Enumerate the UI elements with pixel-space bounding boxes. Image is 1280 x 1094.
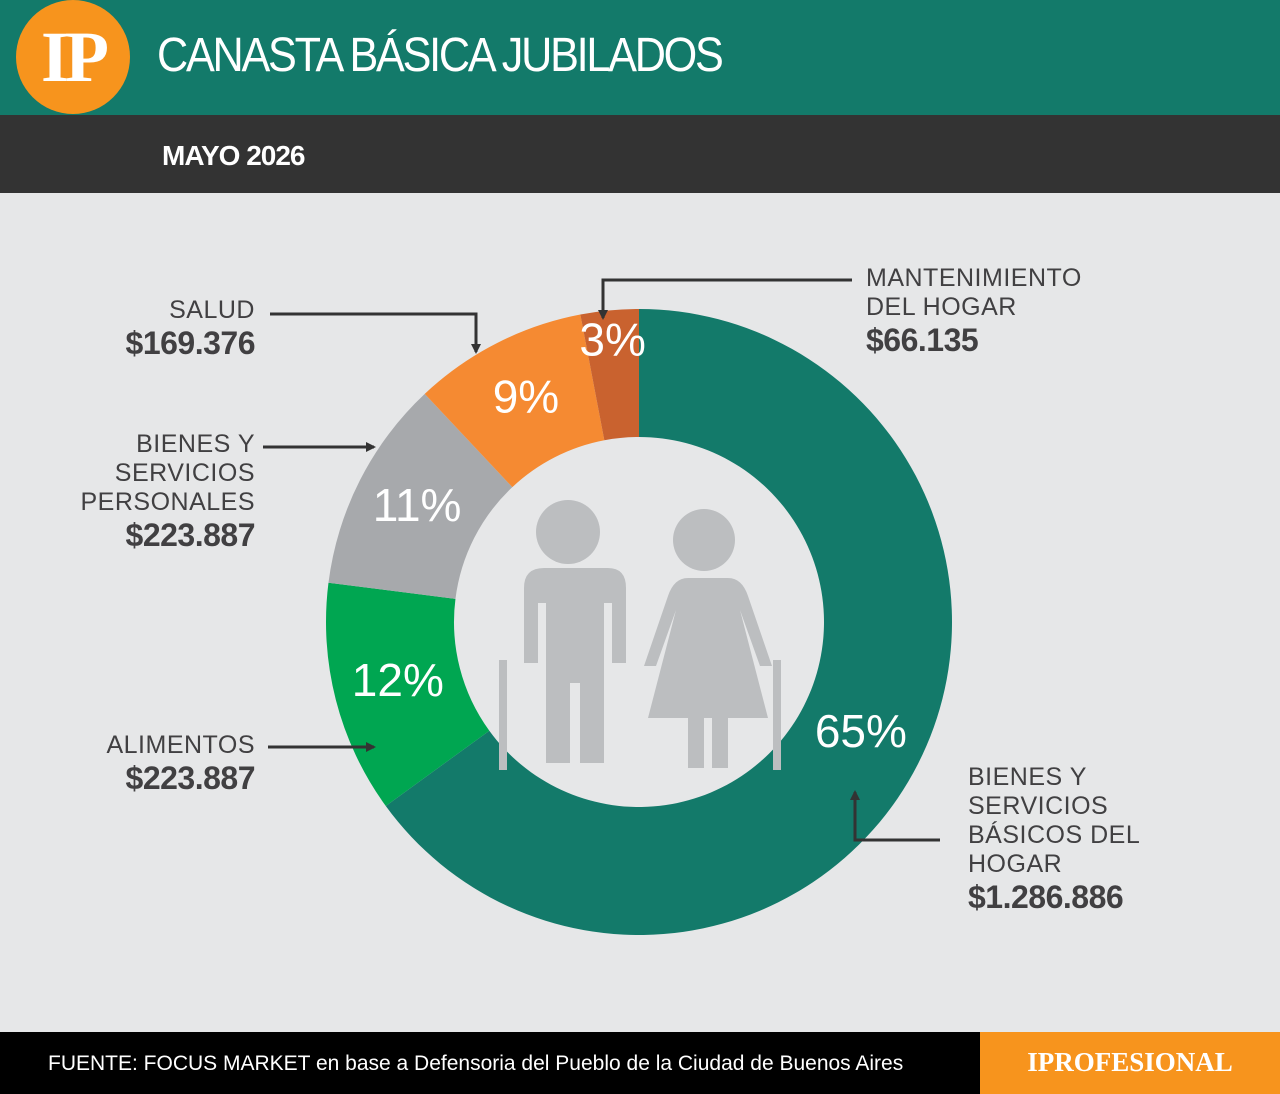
leader-arrow <box>850 790 940 842</box>
amount-label: $66.135 <box>866 322 979 358</box>
subheader-band <box>0 115 1280 193</box>
category-label-group: MANTENIMIENTO DEL HOGAR $66.135 <box>866 264 1116 358</box>
amount-label: $223.887 <box>125 760 256 796</box>
slice <box>424 314 605 488</box>
category-label-group: ALIMENTOS $223.887 <box>15 731 255 796</box>
amount-label: $169.376 <box>125 325 256 361</box>
footer-band <box>0 1032 980 1094</box>
leader-lines <box>263 278 940 842</box>
value-label: 9% <box>493 370 559 422</box>
brand: IPROFESIONAL <box>980 1032 1280 1094</box>
category-label: MANTENIMIENTO DEL HOGAR <box>866 264 1082 321</box>
leader-arrow <box>598 278 852 320</box>
value-label: 65% <box>815 705 907 757</box>
slice <box>580 309 639 441</box>
category-label: SALUD <box>169 296 255 324</box>
category-label-group: SALUD $169.376 <box>15 296 256 361</box>
amount-label: $223.887 <box>125 517 256 553</box>
amount-label: $1.286.886 <box>968 879 1124 915</box>
subtitle: MAYO 2026 <box>162 140 305 171</box>
leader-arrow <box>270 312 481 354</box>
source: FUENTE: FOCUS MARKET en base a Defensori… <box>48 1052 904 1075</box>
value-label: 3% <box>579 313 645 365</box>
title: CANASTA BÁSICA JUBILADOS <box>157 29 724 82</box>
category-label: BIENES Y SERVICIOS BÁSICOS DEL HOGAR <box>968 763 1140 878</box>
elderly-icon <box>499 500 781 770</box>
slice <box>328 393 513 599</box>
category-label: BIENES Y SERVICIOS PERSONALES <box>80 430 255 516</box>
category-label-group: BIENES Y SERVICIOS PERSONALES $223.887 <box>75 430 255 553</box>
category-label: ALIMENTOS <box>106 731 255 759</box>
logo: IP <box>16 0 130 114</box>
category-label-group: BIENES Y SERVICIOS BÁSICOS DEL HOGAR $1.2… <box>968 763 1143 915</box>
value-label: 11% <box>373 479 462 531</box>
value-label: 12% <box>352 654 444 706</box>
slice <box>385 309 952 936</box>
header-band <box>0 0 1280 115</box>
